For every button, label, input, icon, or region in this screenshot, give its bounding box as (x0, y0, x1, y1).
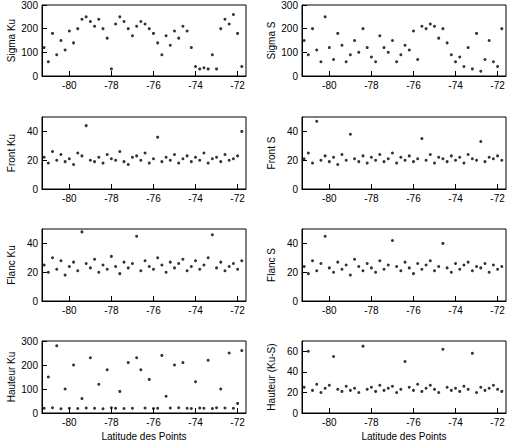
svg-text:Front S: Front S (266, 136, 277, 169)
svg-text:-74: -74 (448, 417, 463, 428)
svg-text:40: 40 (27, 126, 39, 137)
svg-text:-80: -80 (322, 305, 337, 316)
svg-text:0: 0 (32, 184, 38, 195)
svg-text:-78: -78 (104, 305, 119, 316)
svg-text:20: 20 (287, 387, 299, 398)
svg-text:-74: -74 (188, 305, 203, 316)
svg-text:-80: -80 (62, 80, 77, 91)
svg-text:0: 0 (32, 71, 38, 82)
svg-text:40: 40 (287, 238, 299, 249)
svg-text:0: 0 (292, 71, 298, 82)
svg-text:-72: -72 (230, 417, 245, 428)
svg-text:200: 200 (21, 23, 38, 34)
svg-text:-80: -80 (62, 193, 77, 204)
svg-text:Front Ku: Front Ku (6, 134, 17, 172)
svg-text:-72: -72 (490, 80, 505, 91)
svg-text:Flanc Ku: Flanc Ku (6, 245, 17, 284)
svg-text:-74: -74 (188, 80, 203, 91)
svg-text:-80: -80 (62, 305, 77, 316)
svg-text:-76: -76 (146, 80, 161, 91)
svg-text:40: 40 (27, 238, 39, 249)
svg-text:40: 40 (287, 126, 299, 137)
svg-text:0: 0 (292, 296, 298, 307)
svg-text:-78: -78 (364, 305, 379, 316)
svg-text:Sigma Ku: Sigma Ku (6, 19, 17, 62)
svg-text:-74: -74 (448, 193, 463, 204)
svg-text:-78: -78 (364, 80, 379, 91)
svg-text:-72: -72 (490, 305, 505, 316)
svg-text:300: 300 (21, 0, 38, 11)
svg-text:300: 300 (281, 0, 298, 11)
svg-text:-76: -76 (146, 305, 161, 316)
svg-text:0: 0 (32, 408, 38, 419)
svg-text:-80: -80 (322, 193, 337, 204)
svg-text:20: 20 (27, 155, 39, 166)
svg-text:20: 20 (287, 267, 299, 278)
svg-text:-78: -78 (364, 417, 379, 428)
svg-text:-76: -76 (146, 193, 161, 204)
svg-text:20: 20 (27, 267, 39, 278)
svg-text:-76: -76 (406, 305, 421, 316)
svg-text:-74: -74 (448, 305, 463, 316)
svg-text:-74: -74 (188, 193, 203, 204)
svg-text:-76: -76 (146, 417, 161, 428)
svg-text:-74: -74 (448, 80, 463, 91)
svg-text:60: 60 (287, 346, 299, 357)
svg-text:-80: -80 (322, 417, 337, 428)
svg-text:-78: -78 (104, 193, 119, 204)
svg-text:-72: -72 (490, 193, 505, 204)
svg-text:-78: -78 (364, 193, 379, 204)
svg-text:-76: -76 (406, 193, 421, 204)
svg-text:100: 100 (281, 47, 298, 58)
svg-text:Sigma S: Sigma S (266, 21, 277, 59)
svg-text:Hauteur (Ku-S): Hauteur (Ku-S) (266, 343, 277, 410)
svg-text:-74: -74 (188, 417, 203, 428)
svg-text:-76: -76 (406, 80, 421, 91)
svg-text:300: 300 (21, 336, 38, 347)
svg-text:Latitude des Points: Latitude des Points (361, 431, 446, 442)
svg-text:20: 20 (287, 155, 299, 166)
svg-text:200: 200 (21, 360, 38, 371)
svg-text:100: 100 (21, 384, 38, 395)
svg-text:-80: -80 (62, 417, 77, 428)
svg-text:-78: -78 (104, 417, 119, 428)
svg-text:0: 0 (292, 408, 298, 419)
svg-text:0: 0 (292, 184, 298, 195)
svg-text:-80: -80 (322, 80, 337, 91)
svg-text:Hauteur Ku: Hauteur Ku (6, 352, 17, 403)
svg-text:-76: -76 (406, 417, 421, 428)
svg-text:Flanc S: Flanc S (266, 248, 277, 282)
svg-text:-72: -72 (490, 417, 505, 428)
svg-text:Latitude des Points: Latitude des Points (101, 431, 186, 442)
svg-text:0: 0 (32, 296, 38, 307)
svg-text:-78: -78 (104, 80, 119, 91)
svg-text:-72: -72 (230, 80, 245, 91)
svg-text:40: 40 (287, 366, 299, 377)
svg-text:200: 200 (281, 23, 298, 34)
svg-text:100: 100 (21, 47, 38, 58)
svg-text:-72: -72 (230, 193, 245, 204)
svg-text:-72: -72 (230, 305, 245, 316)
